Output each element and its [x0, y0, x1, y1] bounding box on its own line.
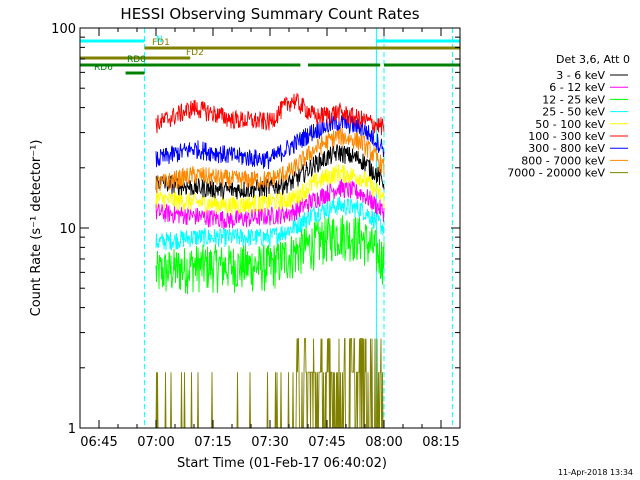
series-line-3 — [155, 196, 385, 251]
x-tick-label-1: 07:00 — [137, 435, 174, 450]
legend-label-2: 12 - 25 keV — [542, 93, 605, 106]
legend-label-1: 6 - 12 keV — [549, 81, 605, 94]
flag-label-1: FD1 — [152, 38, 170, 48]
x-tick-label-6: 08:15 — [422, 435, 459, 450]
series-line-4 — [155, 164, 385, 216]
series-line-6 — [155, 114, 385, 170]
series-line-7 — [155, 127, 385, 194]
chart-title: HESSI Observing Summary Count Rates — [120, 5, 419, 23]
legend-title: Det 3,6, Att 0 — [556, 53, 630, 66]
legend-label-6: 300 - 800 keV — [528, 142, 605, 155]
flag-label-0: N — [156, 35, 163, 45]
plot-area — [79, 28, 453, 429]
series-line-8 — [155, 338, 384, 429]
legend-label-7: 800 - 7000 keV — [521, 154, 605, 167]
flag-label-3: RD0 — [127, 55, 146, 65]
footer-timestamp: 11-Apr-2018 13:34 — [558, 468, 633, 477]
x-tick-label-5: 08:00 — [365, 435, 402, 450]
x-tick-label-4: 07:45 — [308, 435, 345, 450]
flag-label-4: RD6 — [94, 63, 113, 73]
y-tick-label-2: 100 — [51, 22, 76, 37]
series-line-2 — [155, 215, 385, 295]
legend-label-3: 25 - 50 keV — [542, 106, 605, 119]
x-axis: 06:45 07:00 07:15 07:30 07:45 08:00 08:15 — [79, 28, 461, 450]
x-tick-label-2: 07:15 — [194, 435, 231, 450]
y-tick-label-0: 1 — [68, 422, 76, 437]
flag-label-2: FD2 — [186, 48, 204, 58]
plot-frame — [79, 27, 461, 429]
x-tick-label-3: 07:30 — [251, 435, 288, 450]
y-axis: 1 10 100 — [51, 22, 460, 437]
legend-label-8: 7000 - 20000 keV — [507, 167, 605, 180]
legend-label-0: 3 - 6 keV — [556, 69, 605, 82]
y-axis-label: Count Rate (s⁻¹ detector⁻¹) — [29, 140, 44, 317]
legend-label-5: 100 - 300 keV — [528, 130, 605, 143]
legend-label-4: 50 - 100 keV — [535, 118, 605, 131]
series-line-5 — [155, 93, 385, 136]
x-tick-label-0: 06:45 — [80, 435, 117, 450]
x-axis-label: Start Time (01-Feb-17 06:40:02) — [177, 456, 387, 471]
series-line-1 — [155, 179, 385, 230]
y-tick-label-1: 10 — [59, 222, 76, 237]
series-line-0 — [155, 144, 385, 200]
